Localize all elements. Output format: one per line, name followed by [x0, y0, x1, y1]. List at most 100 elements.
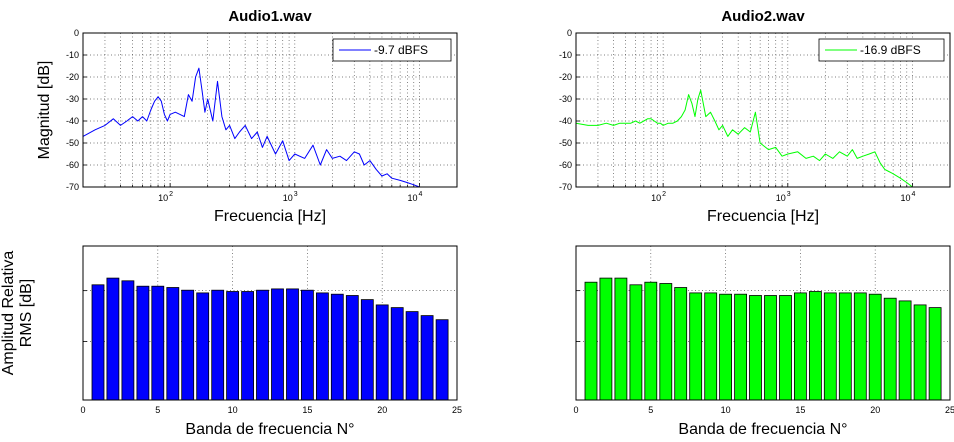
bar [898, 300, 912, 401]
bar [779, 295, 792, 401]
y-tick-label: 0 [74, 28, 79, 38]
y-tick-label: 0 [567, 28, 572, 38]
bar [659, 283, 673, 401]
bar [166, 287, 180, 401]
x-tick-label: 25 [945, 405, 954, 415]
bar [271, 288, 284, 401]
bar [91, 284, 105, 401]
y-tick-label: -20 [559, 72, 572, 82]
band-rms-plot-audio2: 0 5 10 15 20 25 Banda de frecuencia N° [573, 245, 954, 438]
legend-box [818, 38, 945, 62]
band-rms-plot-audio1: 0 5 10 15 20 25 Banda de frecuencia N° Amplitud… [0, 245, 462, 438]
x-tick-label: 10 [721, 405, 731, 415]
bar [136, 285, 150, 401]
bar [599, 277, 613, 401]
bar [211, 289, 225, 401]
bar [181, 289, 195, 401]
legend-label: -9.7 dBFS [374, 43, 428, 57]
axes-frame [575, 32, 951, 188]
bar [315, 292, 329, 401]
y-tick-label: -20 [66, 72, 79, 82]
bar [390, 307, 404, 401]
x-tick-label: 10 [228, 405, 238, 415]
bar [883, 297, 897, 401]
x-tick-label: 20 [870, 405, 880, 415]
bar [121, 280, 135, 401]
y-tick-label: -50 [66, 138, 79, 148]
y-tick-label: -60 [66, 160, 79, 170]
bar [330, 293, 344, 401]
bar [345, 295, 359, 401]
x-tick-label: 5 [155, 405, 160, 415]
x-tick-label-exponent: 4 [418, 191, 422, 198]
axes-frame [82, 32, 458, 188]
chart-title: Audio1.wav [228, 8, 312, 25]
x-tick-label: 20 [377, 405, 387, 415]
y-tick-label: -10 [66, 50, 79, 60]
bar [360, 299, 374, 401]
bar [286, 288, 299, 401]
bar [644, 281, 658, 401]
y-tick-label: -70 [66, 182, 79, 192]
bar [734, 293, 747, 401]
x-axis-label: Frecuencia [Hz] [707, 208, 819, 225]
axes-frame [575, 245, 951, 401]
x-tick-label-base: 10 [407, 193, 417, 203]
bar [794, 292, 807, 401]
bar [106, 277, 120, 401]
bar [749, 295, 762, 401]
x-tick-label-base: 10 [651, 193, 661, 203]
spectrum-line [82, 67, 420, 188]
spectrum-line [575, 89, 913, 188]
y-axis-label: Amplitud Relativa [0, 251, 17, 376]
chart-title: Audio2.wav [721, 8, 805, 25]
x-axis-label: Banda de frecuencia N° [678, 421, 847, 438]
x-tick-label-base: 10 [776, 193, 786, 203]
bar [809, 291, 822, 401]
bar [838, 292, 852, 401]
bar [764, 295, 777, 401]
bar [629, 284, 643, 401]
bar [151, 285, 165, 401]
x-tick-label: 0 [573, 405, 578, 415]
y-tick-label: -40 [66, 116, 79, 126]
x-tick-label-exponent: 3 [787, 191, 791, 198]
bar [853, 292, 867, 401]
y-axis-label: Magnitud [dB] [36, 61, 53, 160]
bar [868, 293, 882, 401]
legend-box [332, 38, 452, 62]
y-tick-label: -10 [559, 50, 572, 60]
bar [614, 277, 628, 401]
bar [196, 292, 210, 401]
x-tick-label: 15 [795, 405, 805, 415]
x-axis-label: Banda de frecuencia N° [185, 421, 354, 438]
bar [405, 311, 419, 401]
axes-frame [82, 245, 458, 401]
x-tick-label: 0 [80, 405, 85, 415]
bar [913, 304, 927, 401]
bar [928, 307, 942, 401]
bar [375, 304, 389, 401]
y-tick-label: -60 [559, 160, 572, 170]
x-tick-label-exponent: 2 [169, 191, 173, 198]
x-tick-label-base: 10 [283, 193, 293, 203]
y-axis-label: RMS [dB] [18, 279, 35, 347]
y-tick-label: -30 [66, 94, 79, 104]
x-tick-label-base: 10 [158, 193, 168, 203]
x-axis-label: Frecuencia [Hz] [214, 208, 326, 225]
x-tick-label-base: 10 [900, 193, 910, 203]
bar [226, 291, 240, 401]
y-tick-label: -30 [559, 94, 572, 104]
x-tick-label-exponent: 4 [911, 191, 915, 198]
bar [241, 291, 255, 401]
legend-label: -16.9 dBFS [860, 43, 921, 57]
bar [823, 292, 837, 401]
bar [300, 289, 314, 401]
bar [435, 319, 449, 401]
bar [420, 315, 434, 401]
x-tick-label: 5 [648, 405, 653, 415]
bar [674, 287, 688, 401]
x-tick-label-exponent: 3 [294, 191, 298, 198]
